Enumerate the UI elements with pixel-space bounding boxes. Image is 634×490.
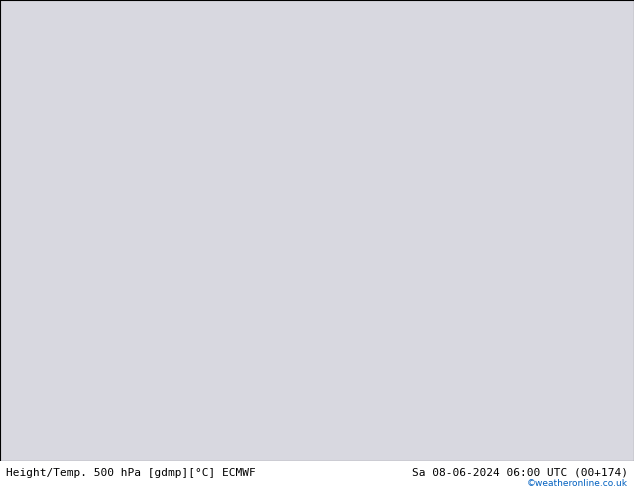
Text: Sa 08-06-2024 06:00 UTC (00+174): Sa 08-06-2024 06:00 UTC (00+174): [411, 468, 628, 478]
Text: ©weatheronline.co.uk: ©weatheronline.co.uk: [527, 479, 628, 488]
Text: Height/Temp. 500 hPa [gdmp][°C] ECMWF: Height/Temp. 500 hPa [gdmp][°C] ECMWF: [6, 468, 256, 478]
